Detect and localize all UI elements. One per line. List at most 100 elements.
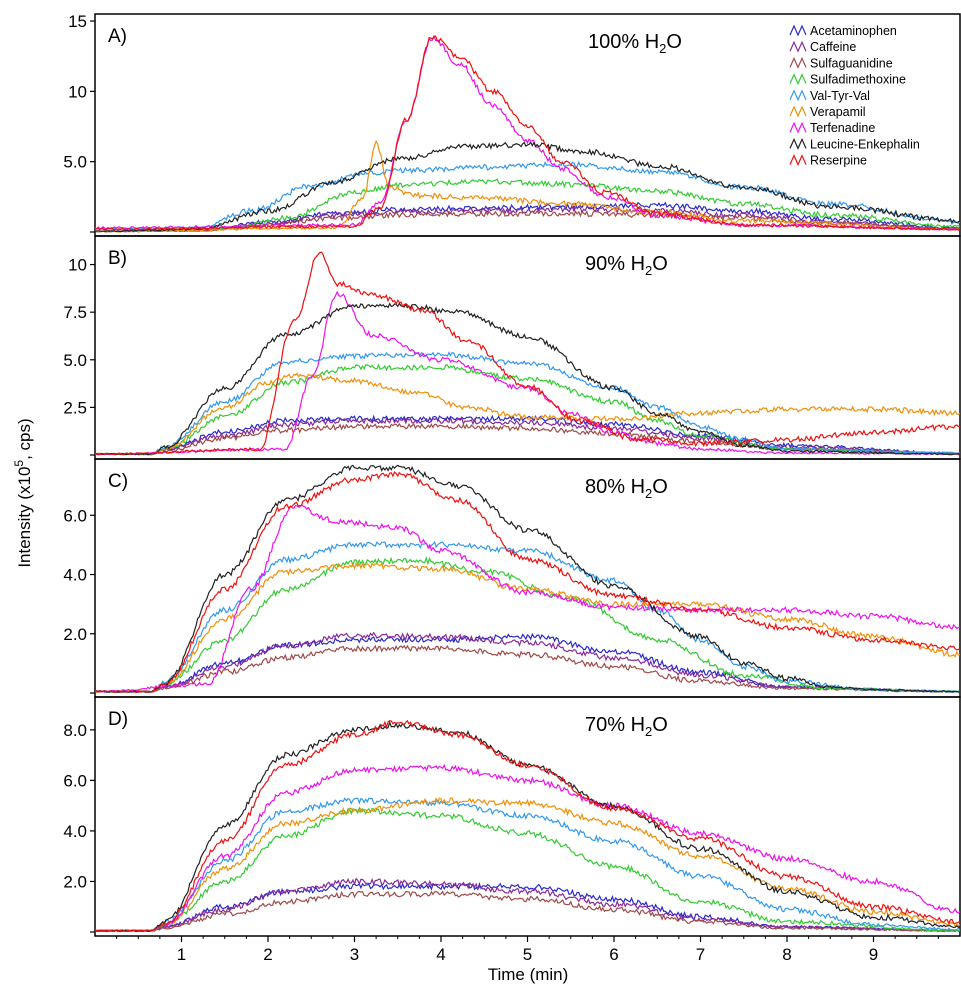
series-group xyxy=(95,34,960,233)
legend-swatch xyxy=(789,73,807,86)
series-line-leucine-enkephalin xyxy=(95,141,960,233)
condition-text-sub: 2 xyxy=(645,486,652,501)
panel-frame xyxy=(94,458,961,698)
legend-entry: Acetaminophen xyxy=(810,24,897,38)
series-line-reserpine xyxy=(95,471,960,693)
x-tick-label: 1 xyxy=(177,945,186,964)
x-tick-label: 6 xyxy=(609,945,618,964)
condition-text-post: O xyxy=(652,714,668,736)
legend-swatch xyxy=(789,121,807,134)
condition-text-post: O xyxy=(652,253,668,275)
legend-swatch xyxy=(789,154,807,167)
series-line-acetaminophen xyxy=(95,632,960,694)
series-line-terfenadine xyxy=(95,504,960,693)
series-line-leucine-enkephalin xyxy=(95,302,960,456)
series-line-caffeine xyxy=(95,877,960,933)
panel-c: 2.0 4.0 6.0 C) 80% H2O xyxy=(63,458,961,698)
series-line-terfenadine xyxy=(95,290,960,456)
series-line-verapamil xyxy=(95,797,960,933)
series-line-acetaminophen xyxy=(95,414,960,456)
series-line-terfenadine xyxy=(95,763,960,933)
condition-text-sub: 2 xyxy=(659,41,666,56)
panel-label: A) xyxy=(108,26,127,47)
x-tick-label: 7 xyxy=(696,945,705,964)
panel-label: C) xyxy=(108,471,128,492)
y-tick-label: 8.0 xyxy=(63,721,87,740)
y-tick-label: 4.0 xyxy=(63,566,87,585)
x-tick-label: 5 xyxy=(523,945,532,964)
condition-text-pre: 70% H xyxy=(585,714,645,736)
series-line-val-tyr-val xyxy=(95,797,960,933)
condition-text-sub: 2 xyxy=(645,263,652,278)
legend-entry: Leucine-Enkephalin xyxy=(810,137,920,151)
legend-entry: Sulfadimethoxine xyxy=(810,73,906,87)
y-tick-label: 6.0 xyxy=(63,506,87,525)
y-axis-title: Intensity (x105, cps) xyxy=(12,418,34,567)
condition-label: 90% H2O xyxy=(585,253,668,278)
y-tick-label: 2.5 xyxy=(63,398,87,417)
x-tick-label: 2 xyxy=(263,945,272,964)
panel-a: 5.0 10 15 A) 100% H2O xyxy=(63,12,961,237)
x-tick-label: 3 xyxy=(350,945,359,964)
y-tick-label: 7.5 xyxy=(63,303,87,322)
series-line-reserpine xyxy=(95,251,960,456)
condition-text-pre: 80% H xyxy=(585,476,645,498)
panel-frame xyxy=(94,696,961,937)
legend-swatch xyxy=(789,89,807,102)
series-line-caffeine xyxy=(95,416,960,456)
condition-text-post: O xyxy=(666,31,682,53)
y-tick-label: 10 xyxy=(68,82,87,101)
series-line-sulfadimethoxine xyxy=(95,806,960,933)
condition-label: 100% H2O xyxy=(588,31,682,56)
series-line-sulfadimethoxine xyxy=(95,556,960,694)
series-line-verapamil xyxy=(95,562,960,693)
series-line-val-tyr-val xyxy=(95,351,960,456)
panel-b: 2.5 5.0 7.5 10 B) 90% H2O xyxy=(63,235,961,460)
legend-swatch xyxy=(789,137,807,150)
panel-label: D) xyxy=(108,709,128,730)
legend-swatch xyxy=(789,40,807,53)
series-group xyxy=(95,251,960,456)
y-tick-label: 2.0 xyxy=(63,625,87,644)
series-line-verapamil xyxy=(95,139,960,233)
condition-text-sub: 2 xyxy=(645,724,652,739)
y-tick-label: 10 xyxy=(68,256,87,275)
series-line-sulfaguanidine xyxy=(95,890,960,933)
y-tick-label: 5.0 xyxy=(63,153,87,172)
series-line-leucine-enkephalin xyxy=(95,464,960,693)
series-line-reserpine xyxy=(95,719,960,933)
legend-swatch xyxy=(789,24,807,37)
series-line-caffeine xyxy=(95,631,960,693)
legend: Acetaminophen Caffeine Sulfaguanidine Sulfa… xyxy=(789,24,920,168)
x-tick-label: 4 xyxy=(436,945,445,964)
legend-entry: Terfenadine xyxy=(810,121,875,135)
legend-swatch xyxy=(789,56,807,69)
legend-entry: Reserpine xyxy=(810,154,867,168)
x-axis-title: Time (min) xyxy=(488,965,569,984)
x-tick-label: 9 xyxy=(869,945,878,964)
panel-frame xyxy=(94,235,961,460)
y-tick-label: 2.0 xyxy=(63,872,87,891)
condition-text-pre: 100% H xyxy=(588,31,659,53)
condition-label: 80% H2O xyxy=(585,476,668,501)
legend-entry: Sulfaguanidine xyxy=(810,56,893,70)
panel-d: 2.0 4.0 6.0 8.0 D) 70% H2O xyxy=(63,696,961,937)
condition-text-pre: 90% H xyxy=(585,253,645,275)
series-group xyxy=(95,719,960,933)
y-tick-label: 4.0 xyxy=(63,822,87,841)
condition-text-post: O xyxy=(652,476,668,498)
series-line-leucine-enkephalin xyxy=(95,720,960,933)
y-tick-label: 15 xyxy=(68,12,87,31)
legend-entry: Verapamil xyxy=(810,105,866,119)
y-axis-title-sup: 5 xyxy=(12,460,26,467)
series-line-verapamil xyxy=(95,372,960,456)
series-line-val-tyr-val xyxy=(95,160,960,231)
legend-entry: Val-Tyr-Val xyxy=(810,89,870,103)
legend-entry: Caffeine xyxy=(810,40,856,54)
y-axis-title-pre: Intensity (x10 xyxy=(15,467,34,568)
series-group xyxy=(95,464,960,694)
series-line-reserpine xyxy=(95,35,960,231)
x-tick-label: 8 xyxy=(782,945,791,964)
